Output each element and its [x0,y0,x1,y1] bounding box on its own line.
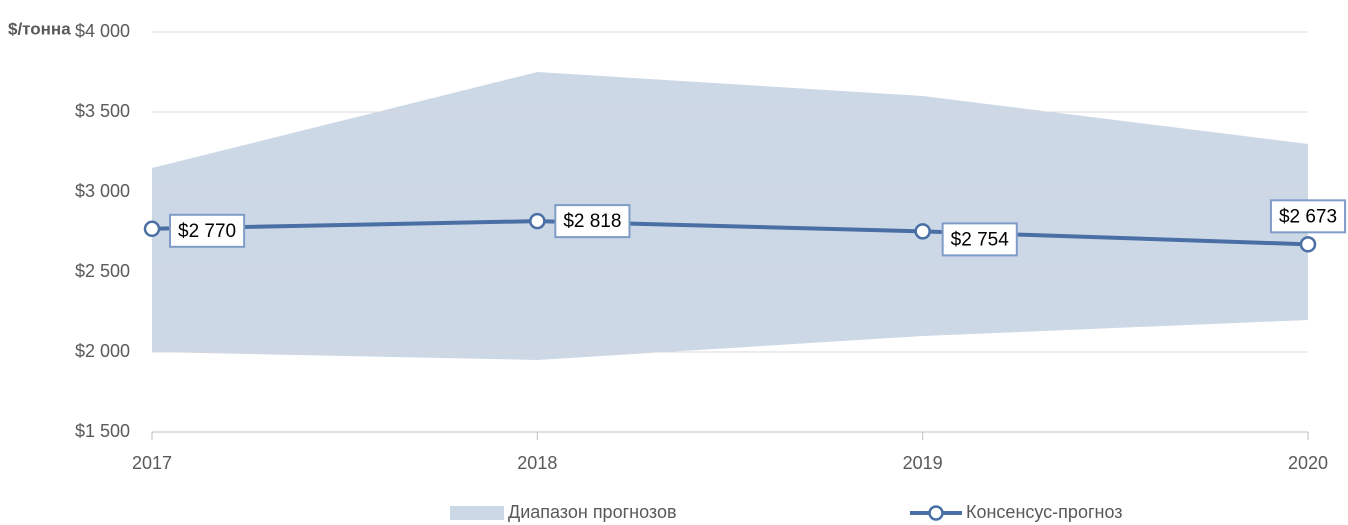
legend-swatch [450,506,504,520]
data-label-box [554,204,631,239]
y-tick-label: $4 000 [75,21,130,41]
data-label-box [1269,199,1347,234]
data-label: $2 770 [169,213,246,248]
marker [1299,236,1317,253]
x-tick-label: 2019 [903,453,943,473]
data-label-text: $2 754 [951,229,1010,250]
data-label: $2 754 [941,222,1018,257]
legend-marker [928,505,944,521]
data-label-text: $2 770 [178,221,236,242]
data-label: $2 673 [1269,199,1347,234]
data-label-box [169,213,246,248]
legend-label: Диапазон прогнозов [508,502,677,522]
range-area [152,72,1308,360]
marker [529,212,546,230]
y-tick-label: $3 000 [75,181,130,201]
marker [914,223,931,240]
data-label-text: $2 673 [1279,206,1337,227]
x-tick-label: 2018 [517,453,557,473]
data-label-box [941,222,1018,257]
data-label-text: $2 818 [563,211,621,232]
marker [143,220,161,238]
y-axis-label: $/тонна [8,19,71,38]
y-tick-label: $1 500 [75,421,130,441]
y-tick-label: $2 000 [75,341,130,361]
line [151,219,1309,247]
y-tick-label: $3 500 [75,101,130,121]
legend-label: Консенсус-прогноз [966,502,1123,522]
x-tick-label: 2017 [132,453,172,473]
data-label: $2 818 [554,204,631,239]
x-tick-label: 2020 [1288,453,1328,473]
y-tick-label: $2 500 [75,261,130,281]
